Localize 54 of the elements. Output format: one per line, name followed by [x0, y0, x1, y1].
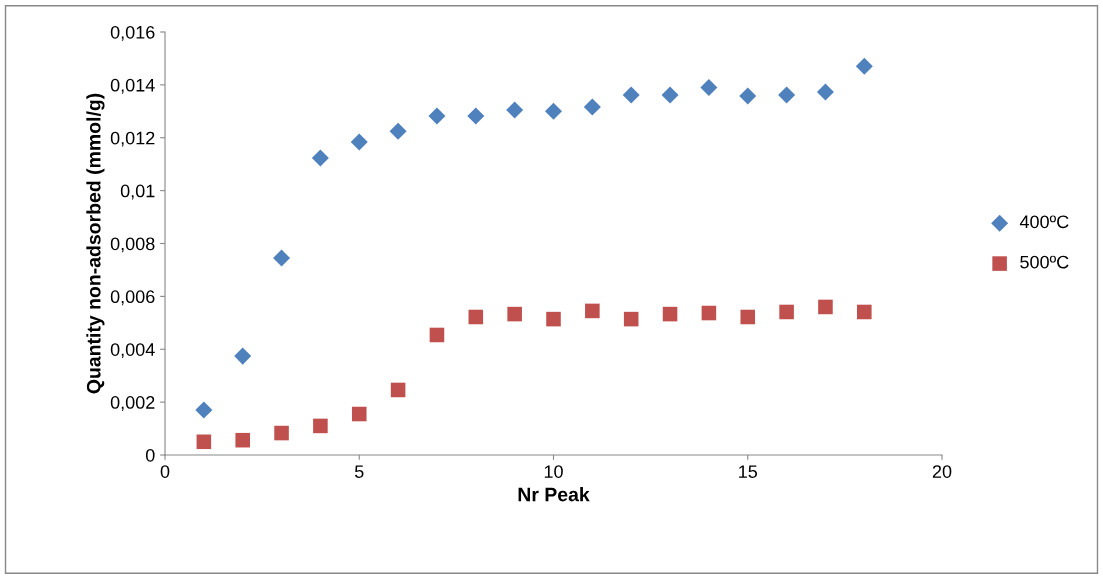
point — [429, 327, 445, 343]
y-tick-label: 0,004 — [110, 343, 155, 359]
point — [506, 101, 524, 119]
point — [778, 86, 796, 104]
point — [701, 305, 717, 321]
x-tick-label: 5 — [354, 465, 364, 478]
point — [857, 304, 872, 320]
point — [661, 86, 679, 104]
point — [623, 311, 639, 327]
point — [389, 122, 407, 140]
point — [507, 306, 522, 322]
point — [311, 149, 329, 167]
point — [195, 401, 213, 419]
point — [740, 309, 756, 325]
point — [234, 347, 252, 365]
x-tick-label: 0 — [160, 465, 170, 478]
y-tick-label: 0,016 — [110, 25, 155, 41]
point — [313, 418, 328, 434]
legend-label: 500ºC — [1020, 255, 1069, 269]
y-tick-label: 0 — [145, 448, 155, 462]
point — [546, 311, 561, 327]
point — [196, 434, 212, 450]
point — [390, 382, 406, 398]
x-tick-label: 15 — [739, 465, 758, 478]
point — [816, 83, 834, 101]
y-axis-title: Quantity non-adsorbed (mmol/g) — [86, 93, 105, 394]
point — [273, 249, 291, 267]
point — [662, 306, 678, 322]
x-tick-label: 20 — [932, 465, 952, 478]
y-tick-label: 0,002 — [110, 396, 155, 411]
point — [622, 86, 640, 104]
point — [855, 57, 873, 75]
point — [235, 432, 250, 448]
y-tick-label: 0,012 — [110, 131, 155, 147]
y-tick-label: 0,008 — [110, 237, 155, 253]
point — [468, 309, 484, 325]
x-axis-title: Nr Peak — [518, 487, 590, 502]
point — [351, 406, 367, 422]
legend-label: 400ºC — [1019, 215, 1069, 229]
y-tick-label: 0,006 — [110, 290, 155, 306]
y-tick-label: 0,01 — [120, 184, 155, 200]
point — [467, 107, 485, 125]
point — [818, 299, 833, 315]
point — [779, 304, 794, 320]
point — [583, 98, 601, 116]
point — [428, 107, 446, 125]
point — [544, 102, 563, 120]
point — [739, 87, 757, 105]
x-tick-label: 10 — [544, 465, 563, 478]
point — [700, 79, 718, 97]
point — [274, 425, 289, 441]
point — [585, 303, 600, 319]
y-tick-label: 0,014 — [110, 78, 155, 94]
point — [350, 133, 368, 151]
